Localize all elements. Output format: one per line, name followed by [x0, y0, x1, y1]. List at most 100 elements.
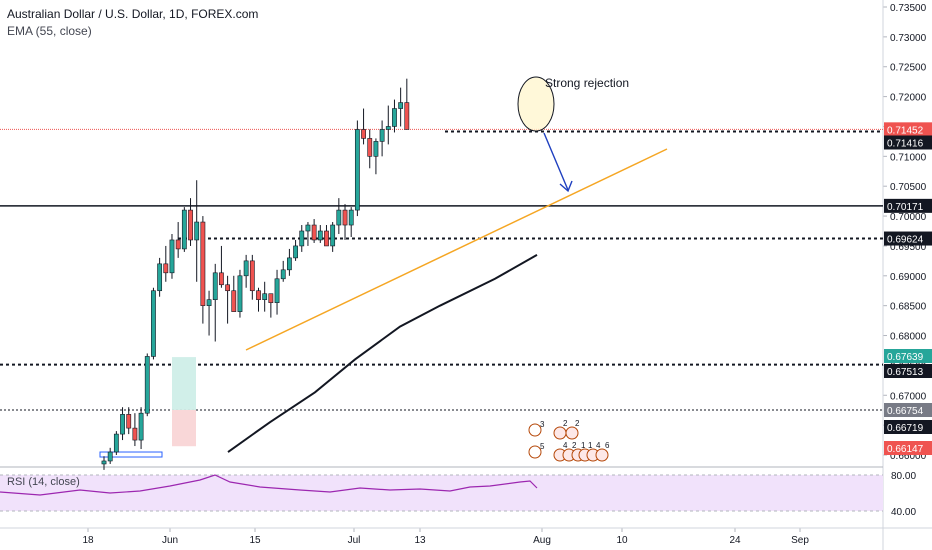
symbol-title[interactable]: Australian Dollar / U.S. Dollar, 1D, FOR… [7, 7, 259, 21]
forecast-arrow [543, 132, 569, 191]
candle-body [107, 451, 113, 462]
candle-body [342, 209, 348, 226]
price-tick-label: 0.69500 [890, 242, 927, 253]
price-label-text: 0.67513 [887, 367, 924, 378]
event-count: 2 [572, 441, 577, 450]
price-label-text: 0.71452 [887, 125, 924, 136]
event-flag-icon [565, 426, 579, 440]
price-label-box [884, 364, 932, 378]
price-tick-label: 0.71000 [890, 152, 927, 163]
price-tick-label: 0.68500 [890, 302, 927, 313]
take-profit-zone [172, 357, 196, 410]
price-label-text: 0.66754 [887, 406, 924, 417]
axes[interactable]: 0.735000.730000.725000.720000.715000.710… [82, 3, 932, 546]
rsi-label[interactable]: RSI (14, close) [7, 476, 80, 488]
candle-body [113, 433, 119, 453]
price-label-box [884, 349, 932, 363]
indicator-label[interactable]: EMA (55, close) [7, 24, 92, 38]
strong-rejection-note[interactable]: Strong rejection [545, 76, 630, 90]
candle-body [330, 224, 336, 247]
candle-body [231, 290, 237, 312]
price-tick-label: 0.70000 [890, 212, 927, 223]
candle-body [280, 269, 286, 280]
candle-body [256, 290, 261, 300]
price-label-box [884, 420, 932, 434]
candle-body [361, 129, 366, 139]
candle-body [404, 102, 410, 130]
candle-body [169, 239, 175, 274]
candle-body [317, 230, 323, 241]
candle-body [200, 221, 206, 306]
candle-body [243, 260, 249, 277]
candle-body [348, 209, 354, 226]
rsi-axis-label: 80.00 [891, 471, 916, 482]
candle-body [126, 414, 132, 429]
price-label-box [884, 403, 932, 417]
candle-body [311, 224, 317, 241]
price-tick-label: 0.70500 [890, 182, 927, 193]
candle-body [163, 263, 169, 274]
candle-body [373, 141, 379, 157]
candle-body [194, 221, 200, 241]
price-label-text: 0.66719 [887, 423, 924, 434]
candle-body [237, 275, 243, 312]
forecast-arrowhead [559, 180, 573, 193]
candle-body [274, 278, 280, 303]
drawings[interactable] [245, 76, 668, 351]
candle-body [354, 129, 360, 211]
rsi-line [0, 474, 538, 496]
price-label-text: 0.69624 [887, 235, 924, 246]
candle-body [212, 272, 218, 300]
event-count: 1 [588, 441, 593, 450]
price-tick-label: 0.69000 [890, 272, 927, 283]
rsi-pane [0, 474, 883, 512]
candle-body [151, 290, 156, 357]
price-tick-label: 0.73000 [890, 33, 927, 44]
time-tick-label: 10 [616, 535, 628, 546]
rsi-band [0, 475, 883, 511]
price-grid [87, 6, 887, 532]
candle-body [138, 412, 144, 441]
candle-body [268, 293, 274, 303]
event-count: 2 [563, 419, 568, 428]
candle-body [392, 108, 397, 127]
candle-body [299, 230, 305, 247]
event-markers[interactable]: 352 24 2 1 1 4 6 [528, 419, 610, 462]
stop-loss-zone [172, 409, 196, 447]
price-label-text: 0.66147 [887, 444, 924, 455]
candles [101, 78, 410, 470]
candle-body [101, 460, 107, 465]
time-tick-label: 13 [414, 535, 426, 546]
event-count: 2 [575, 419, 580, 428]
candle-body [144, 356, 150, 414]
price-label-text: 0.67639 [887, 352, 924, 363]
candle-body [225, 284, 230, 292]
price-tick-label: 0.72500 [890, 63, 927, 74]
event-flag-icon [528, 423, 542, 437]
ema-55-line [227, 254, 538, 453]
price-tick-label: 0.68000 [890, 332, 927, 343]
time-tick-label: 24 [729, 535, 741, 546]
price-tick-label: 0.72000 [890, 93, 927, 104]
price-label-text: 0.71416 [887, 138, 924, 149]
candle-body [188, 209, 193, 241]
candle-body [262, 293, 268, 300]
candle-body [249, 260, 255, 292]
time-tick-label: 18 [82, 535, 94, 546]
candle-body [305, 224, 311, 232]
candle-body [206, 299, 212, 306]
event-count: 5 [540, 442, 545, 451]
price-label-box [884, 231, 932, 246]
price-tick-label: 0.66000 [890, 451, 927, 462]
candle-body [120, 414, 125, 435]
candle-body [181, 209, 187, 250]
candle-body [385, 126, 391, 130]
candle-body [324, 230, 329, 247]
price-tick-label: 0.73500 [890, 3, 927, 14]
candle-body [398, 102, 404, 109]
price-label-box [884, 122, 932, 137]
candle-body [175, 239, 181, 250]
event-flag-icon [595, 448, 609, 462]
ema-line [227, 254, 538, 453]
